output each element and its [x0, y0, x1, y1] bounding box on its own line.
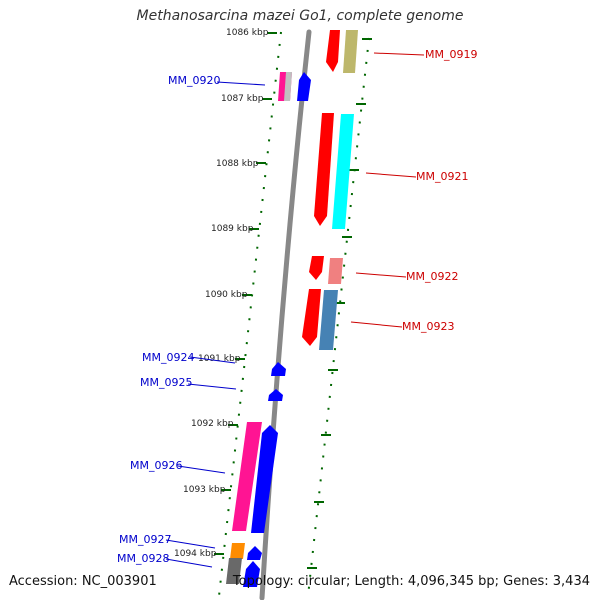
gene-MM_0919-cds: [326, 30, 340, 72]
gene-MM_0920-feature-b: [284, 72, 292, 101]
label-leaders: [165, 52, 425, 568]
forward-cds-track: [302, 30, 358, 350]
genome-summary-text: Topology: circular; Length: 4,096,345 bp…: [232, 574, 590, 589]
genome-backbone: [259, 29, 312, 600]
gene-MM_0928-cds: [243, 561, 260, 587]
gene-label-MM_0920: MM_0920: [168, 74, 220, 87]
gene-MM_0921-cds: [314, 113, 334, 226]
gene-MM_0927-feature: [230, 543, 245, 559]
gene-MM_0922-cds: [309, 256, 324, 280]
tick-label: 1086 kbp: [226, 28, 269, 38]
gene-label-MM_0928: MM_0928: [117, 552, 169, 565]
gene-label-MM_0921: MM_0921: [416, 170, 468, 183]
gene-MM_0920-cds: [297, 72, 311, 101]
gene-MM_0927-cds: [247, 546, 262, 560]
gene-MM_0919-feature: [343, 30, 358, 73]
gene-label-MM_0924: MM_0924: [142, 351, 194, 364]
gene-MM_0926-feature: [232, 422, 262, 531]
gene-label-MM_0925: MM_0925: [140, 376, 192, 389]
gene-MM_0924-cds: [271, 362, 286, 376]
tick-label: 1093 kbp: [183, 485, 226, 495]
map-title: Methanosarcina mazei Go1, complete genom…: [136, 8, 464, 24]
gene-MM_0926-cds: [251, 425, 278, 533]
tick-label: 1089 kbp: [211, 224, 254, 234]
tick-label: 1090 kbp: [205, 290, 248, 300]
tick-label: 1094 kbp: [174, 549, 217, 559]
reverse-cds-track: [226, 72, 311, 587]
gene-MM_0928-feature: [226, 558, 242, 584]
tick-label: 1087 kbp: [221, 94, 264, 104]
accession-text: Accession: NC_003901: [9, 574, 157, 589]
left-dotted-track: [218, 31, 282, 597]
gene-label-MM_0919: MM_0919: [425, 48, 477, 61]
gene-label-MM_0922: MM_0922: [406, 270, 458, 283]
gene-labels: MM_0919 MM_0921 MM_0922 MM_0923 MM_0920 …: [117, 48, 477, 565]
gene-label-MM_0926: MM_0926: [130, 459, 182, 472]
tick-label: 1091 kbp: [198, 354, 241, 364]
gene-MM_0925-cds: [268, 389, 283, 401]
gene-label-MM_0927: MM_0927: [119, 533, 171, 546]
tick-label: 1088 kbp: [216, 159, 259, 169]
tick-labels: 1086 kbp 1087 kbp 1088 kbp 1089 kbp 1090…: [174, 28, 269, 559]
gene-MM_0922-feature: [328, 258, 343, 284]
tick-label: 1092 kbp: [191, 419, 234, 429]
gene-label-MM_0923: MM_0923: [402, 320, 454, 333]
kbp-ticks: [214, 32, 372, 569]
gene-MM_0921-feature: [332, 114, 354, 229]
gene-MM_0923-cds: [302, 289, 321, 346]
gene-MM_0923-feature: [319, 290, 338, 350]
